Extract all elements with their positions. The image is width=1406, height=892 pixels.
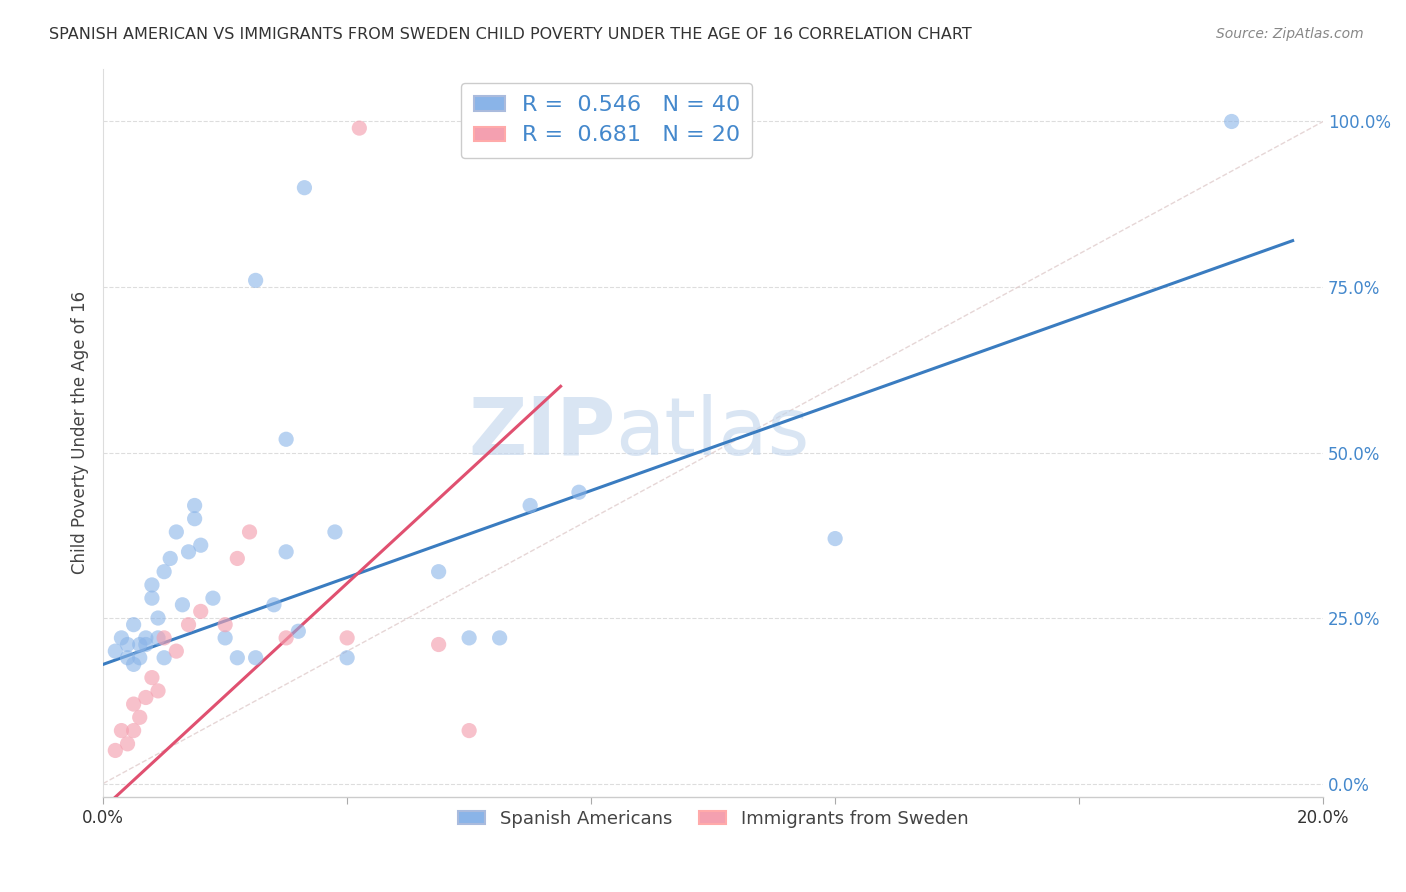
- Point: [135, 690, 157, 705]
- Point: [177, 545, 200, 559]
- Point: [519, 499, 541, 513]
- Point: [214, 631, 236, 645]
- Point: [190, 604, 212, 618]
- Text: ZIP: ZIP: [468, 393, 616, 472]
- Point: [287, 624, 309, 639]
- Point: [117, 638, 139, 652]
- Point: [427, 565, 450, 579]
- Point: [323, 524, 346, 539]
- Point: [427, 638, 450, 652]
- Point: [458, 631, 481, 645]
- Point: [110, 631, 132, 645]
- Point: [177, 617, 200, 632]
- Point: [488, 631, 510, 645]
- Point: [824, 532, 846, 546]
- Point: [122, 657, 145, 672]
- Point: [294, 180, 316, 194]
- Point: [128, 638, 150, 652]
- Point: [263, 598, 285, 612]
- Point: [165, 644, 187, 658]
- Point: [245, 650, 267, 665]
- Text: Source: ZipAtlas.com: Source: ZipAtlas.com: [1216, 27, 1364, 41]
- Point: [172, 598, 194, 612]
- Point: [117, 737, 139, 751]
- Point: [568, 485, 591, 500]
- Point: [226, 650, 249, 665]
- Point: [201, 591, 224, 606]
- Point: [214, 617, 236, 632]
- Point: [128, 710, 150, 724]
- Text: atlas: atlas: [616, 393, 810, 472]
- Point: [146, 683, 169, 698]
- Point: [183, 499, 205, 513]
- Point: [190, 538, 212, 552]
- Point: [141, 578, 163, 592]
- Point: [165, 524, 187, 539]
- Point: [135, 638, 157, 652]
- Point: [117, 650, 139, 665]
- Point: [122, 617, 145, 632]
- Point: [276, 631, 298, 645]
- Point: [153, 565, 176, 579]
- Point: [146, 611, 169, 625]
- Point: [336, 631, 359, 645]
- Point: [153, 631, 176, 645]
- Point: [135, 631, 157, 645]
- Point: [1220, 114, 1243, 128]
- Point: [226, 551, 249, 566]
- Text: SPANISH AMERICAN VS IMMIGRANTS FROM SWEDEN CHILD POVERTY UNDER THE AGE OF 16 COR: SPANISH AMERICAN VS IMMIGRANTS FROM SWED…: [49, 27, 972, 42]
- Point: [146, 631, 169, 645]
- Point: [276, 432, 298, 446]
- Point: [183, 512, 205, 526]
- Point: [349, 121, 371, 136]
- Point: [245, 273, 267, 287]
- Point: [128, 650, 150, 665]
- Point: [458, 723, 481, 738]
- Point: [110, 723, 132, 738]
- Y-axis label: Child Poverty Under the Age of 16: Child Poverty Under the Age of 16: [72, 291, 89, 574]
- Point: [276, 545, 298, 559]
- Point: [336, 650, 359, 665]
- Legend: Spanish Americans, Immigrants from Sweden: Spanish Americans, Immigrants from Swede…: [451, 803, 976, 835]
- Point: [104, 743, 127, 757]
- Point: [141, 591, 163, 606]
- Point: [141, 671, 163, 685]
- Point: [122, 697, 145, 711]
- Point: [122, 723, 145, 738]
- Point: [153, 650, 176, 665]
- Point: [104, 644, 127, 658]
- Point: [159, 551, 181, 566]
- Point: [238, 524, 260, 539]
